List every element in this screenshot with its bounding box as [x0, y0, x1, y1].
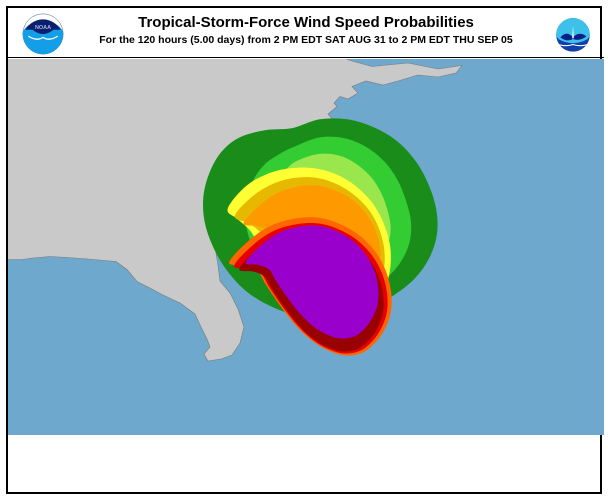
- svg-text:NOAA: NOAA: [35, 25, 51, 31]
